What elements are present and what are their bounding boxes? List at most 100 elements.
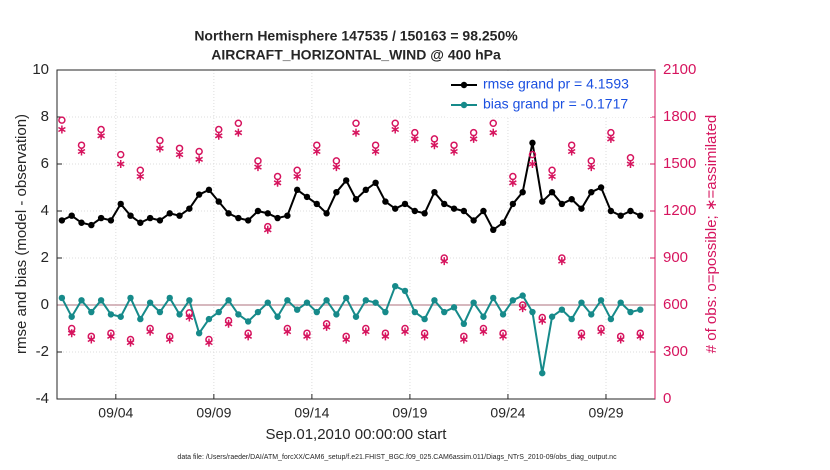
assimilated-marker bbox=[381, 332, 390, 341]
point bbox=[313, 308, 320, 316]
point bbox=[166, 294, 173, 302]
point bbox=[68, 212, 75, 219]
point bbox=[293, 186, 301, 194]
assimilated-marker bbox=[558, 257, 566, 266]
y-tick-label: 0 bbox=[41, 296, 49, 313]
y-tick-label: -4 bbox=[36, 390, 49, 407]
point bbox=[392, 205, 399, 212]
assimilated-marker bbox=[626, 160, 635, 168]
point bbox=[176, 311, 183, 318]
assimilated-marker bbox=[352, 128, 360, 137]
assimilated-marker bbox=[303, 332, 311, 341]
point bbox=[137, 219, 144, 226]
assimilated-marker bbox=[136, 172, 145, 181]
point bbox=[186, 297, 193, 304]
point bbox=[225, 297, 232, 304]
point bbox=[382, 198, 389, 205]
assimilated-marker bbox=[244, 332, 253, 341]
point bbox=[107, 217, 115, 224]
assimilated-marker bbox=[528, 160, 537, 168]
y-tick-label: -2 bbox=[36, 343, 49, 360]
assimilated-marker bbox=[401, 327, 409, 336]
assimilated-marker bbox=[224, 319, 233, 328]
assimilated-marker bbox=[146, 327, 154, 336]
point bbox=[303, 193, 311, 201]
possible-marker bbox=[156, 136, 164, 145]
point bbox=[78, 219, 85, 226]
point bbox=[293, 306, 301, 313]
point bbox=[548, 313, 556, 320]
point bbox=[627, 308, 634, 316]
point bbox=[588, 311, 595, 318]
point bbox=[352, 313, 360, 320]
point bbox=[137, 315, 144, 323]
point bbox=[431, 189, 438, 196]
x-tick-label: 09/24 bbox=[490, 405, 525, 421]
point bbox=[372, 179, 379, 186]
possible-marker bbox=[234, 119, 243, 128]
point bbox=[362, 186, 370, 194]
point bbox=[450, 304, 458, 311]
point bbox=[205, 186, 213, 194]
assimilated-marker bbox=[636, 332, 645, 341]
point bbox=[519, 292, 526, 299]
assimilated-marker bbox=[97, 131, 105, 140]
assimilated-marker bbox=[205, 338, 213, 347]
possible-marker bbox=[116, 150, 125, 159]
point bbox=[244, 217, 252, 224]
assimilated-marker bbox=[332, 163, 341, 172]
y2-tick-label: 300 bbox=[663, 343, 688, 360]
y-axis-label: rmse and bias (model - observation) bbox=[13, 114, 30, 354]
assimilated-marker bbox=[567, 147, 576, 156]
assimilated-marker bbox=[67, 329, 76, 338]
point bbox=[58, 217, 66, 224]
point bbox=[607, 207, 615, 215]
possible-marker bbox=[352, 119, 360, 128]
point bbox=[274, 214, 281, 222]
point bbox=[107, 311, 115, 318]
assimilated-marker bbox=[440, 257, 449, 266]
assimilated-marker bbox=[293, 172, 302, 181]
legend-marker bbox=[460, 81, 468, 89]
point bbox=[97, 297, 105, 304]
point bbox=[342, 294, 350, 302]
point bbox=[588, 189, 595, 196]
y2-tick-label: 1200 bbox=[663, 202, 696, 219]
point bbox=[597, 297, 605, 304]
y-tick-label: 8 bbox=[41, 108, 49, 125]
point bbox=[539, 198, 546, 205]
point bbox=[480, 313, 487, 320]
assimilated-marker bbox=[616, 335, 625, 344]
assimilated-marker bbox=[459, 335, 468, 344]
point bbox=[215, 308, 222, 316]
point bbox=[195, 191, 203, 198]
point bbox=[607, 315, 615, 323]
assimilated-marker bbox=[548, 172, 556, 181]
point bbox=[568, 315, 575, 323]
y-tick-label: 4 bbox=[41, 202, 49, 219]
point bbox=[597, 184, 605, 191]
point bbox=[244, 318, 252, 325]
point bbox=[421, 210, 428, 217]
point bbox=[166, 210, 173, 217]
point bbox=[205, 315, 213, 323]
assimilated-marker bbox=[607, 134, 615, 143]
assimilated-marker bbox=[185, 313, 194, 322]
point bbox=[342, 177, 350, 184]
point bbox=[499, 219, 507, 226]
point bbox=[303, 299, 311, 306]
point bbox=[372, 299, 379, 306]
point bbox=[215, 198, 222, 205]
assimilated-marker bbox=[58, 125, 66, 134]
point bbox=[117, 313, 124, 320]
point bbox=[539, 369, 546, 377]
assimilated-marker bbox=[597, 327, 605, 336]
point bbox=[264, 210, 271, 217]
chart-subtitle: AIRCRAFT_HORIZONTAL_WIND @ 400 hPa bbox=[211, 47, 501, 63]
point bbox=[313, 200, 320, 208]
point bbox=[323, 210, 330, 217]
assimilated-marker bbox=[234, 128, 243, 137]
point bbox=[333, 189, 340, 196]
assimilated-marker bbox=[577, 332, 586, 341]
